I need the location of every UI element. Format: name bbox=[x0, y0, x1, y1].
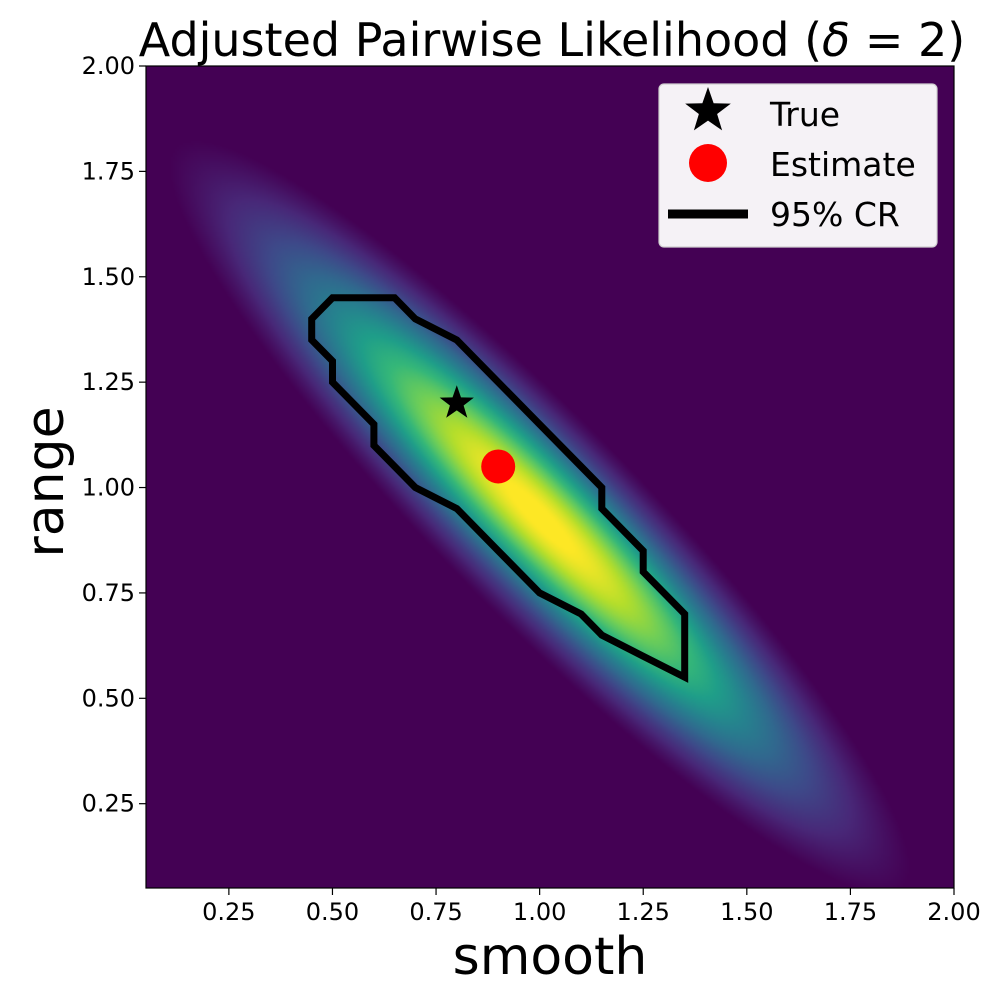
legend-circle-icon bbox=[689, 144, 727, 182]
legend-label-estimate: Estimate bbox=[770, 145, 916, 184]
legend-label-cr: 95% CR bbox=[770, 195, 900, 234]
x-tick-label: 2.00 bbox=[927, 898, 980, 926]
true-value-marker bbox=[439, 385, 474, 418]
x-tick-label: 1.50 bbox=[720, 898, 773, 926]
x-axis-label: smooth bbox=[453, 927, 648, 987]
x-tick-label: 1.00 bbox=[513, 898, 566, 926]
legend-box bbox=[658, 83, 938, 248]
y-tick-label: 0.50 bbox=[82, 684, 135, 712]
y-tick-label: 1.75 bbox=[82, 157, 135, 185]
y-tick-label: 1.25 bbox=[82, 368, 135, 396]
x-tick-label: 0.25 bbox=[202, 898, 255, 926]
estimate-marker bbox=[481, 449, 516, 484]
credible-region-95-contour bbox=[308, 294, 689, 683]
chart-title: Adjusted Pairwise Likelihood (δ = 2) bbox=[139, 13, 965, 67]
x-tick-label: 1.75 bbox=[824, 898, 877, 926]
legend: True Estimate 95% CR bbox=[658, 83, 938, 248]
legend-star-icon bbox=[685, 87, 731, 131]
y-tick-label: 1.00 bbox=[82, 474, 135, 502]
x-tick-label: 0.50 bbox=[306, 898, 359, 926]
y-tick-label: 1.50 bbox=[82, 263, 135, 291]
y-tick-label: 0.25 bbox=[82, 790, 135, 818]
y-tick-label: 0.75 bbox=[82, 579, 135, 607]
legend-label-true: True bbox=[769, 95, 840, 134]
y-axis-label: range bbox=[16, 406, 76, 557]
y-axis: 0.25 0.50 0.75 1.00 1.25 1.50 1.75 2.00 bbox=[82, 52, 146, 818]
x-tick-label: 1.25 bbox=[617, 898, 670, 926]
y-tick-label: 2.00 bbox=[82, 52, 135, 80]
plot-frame bbox=[145, 65, 955, 889]
x-tick-label: 0.75 bbox=[409, 898, 462, 926]
x-axis: 0.25 0.50 0.75 1.00 1.25 1.50 1.75 2.00 bbox=[202, 888, 981, 926]
